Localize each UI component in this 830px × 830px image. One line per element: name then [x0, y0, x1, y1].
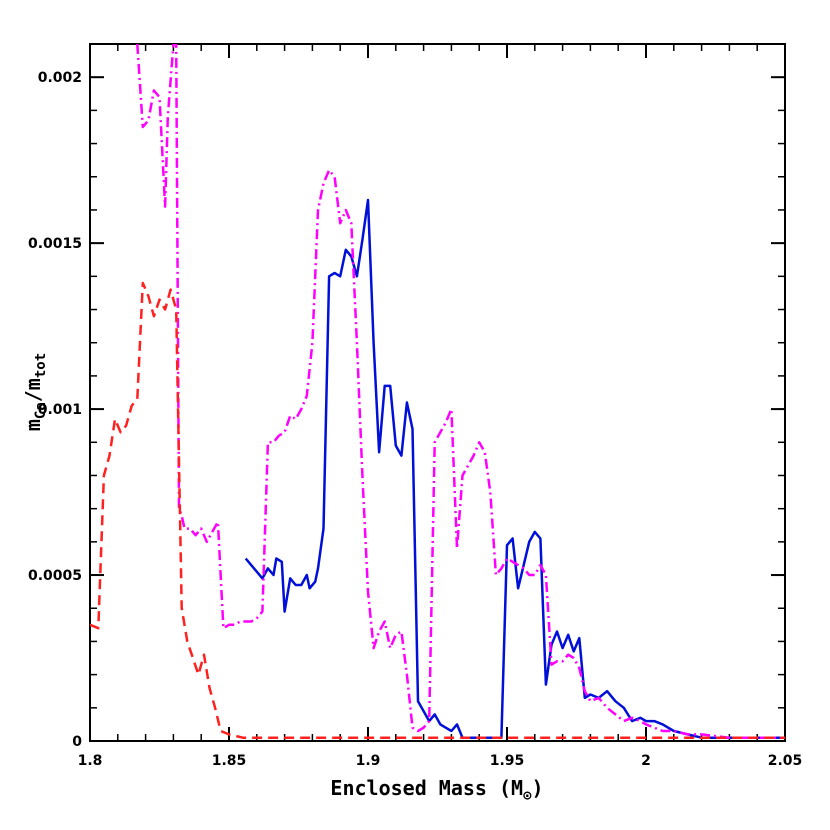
- series-line-solid: [244, 198, 785, 739]
- y-tick-label: 0: [72, 734, 82, 750]
- plot-frame: [89, 43, 786, 742]
- x-tick-label: 1.9: [356, 753, 381, 769]
- y-tick-label: 0.0005: [28, 568, 82, 584]
- series-line-dashed: [90, 281, 785, 739]
- x-tick-label: 2: [641, 753, 651, 769]
- axis-ticks: [89, 44, 786, 742]
- series-layer: [90, 44, 785, 739]
- x-tick-label: 2.05: [768, 753, 803, 769]
- y-axis-title: mCa/mtot: [21, 353, 49, 431]
- series-line-dashdot: [136, 44, 785, 739]
- tick-labels: 1.8 1.85 1.9 1.95 2 2.05 0 0.0005 0.001 0.0015 0.0…: [28, 70, 802, 769]
- x-tick-label: 1.85: [212, 753, 247, 769]
- y-tick-label: 0.002: [38, 70, 82, 86]
- x-axis-title: Enclosed Mass (M⊙): [330, 776, 543, 804]
- x-tick-label: 1.8: [78, 753, 103, 769]
- x-tick-label: 1.95: [490, 753, 525, 769]
- y-tick-label: 0.0015: [28, 236, 82, 252]
- y-tick-label: 0.001: [38, 402, 82, 418]
